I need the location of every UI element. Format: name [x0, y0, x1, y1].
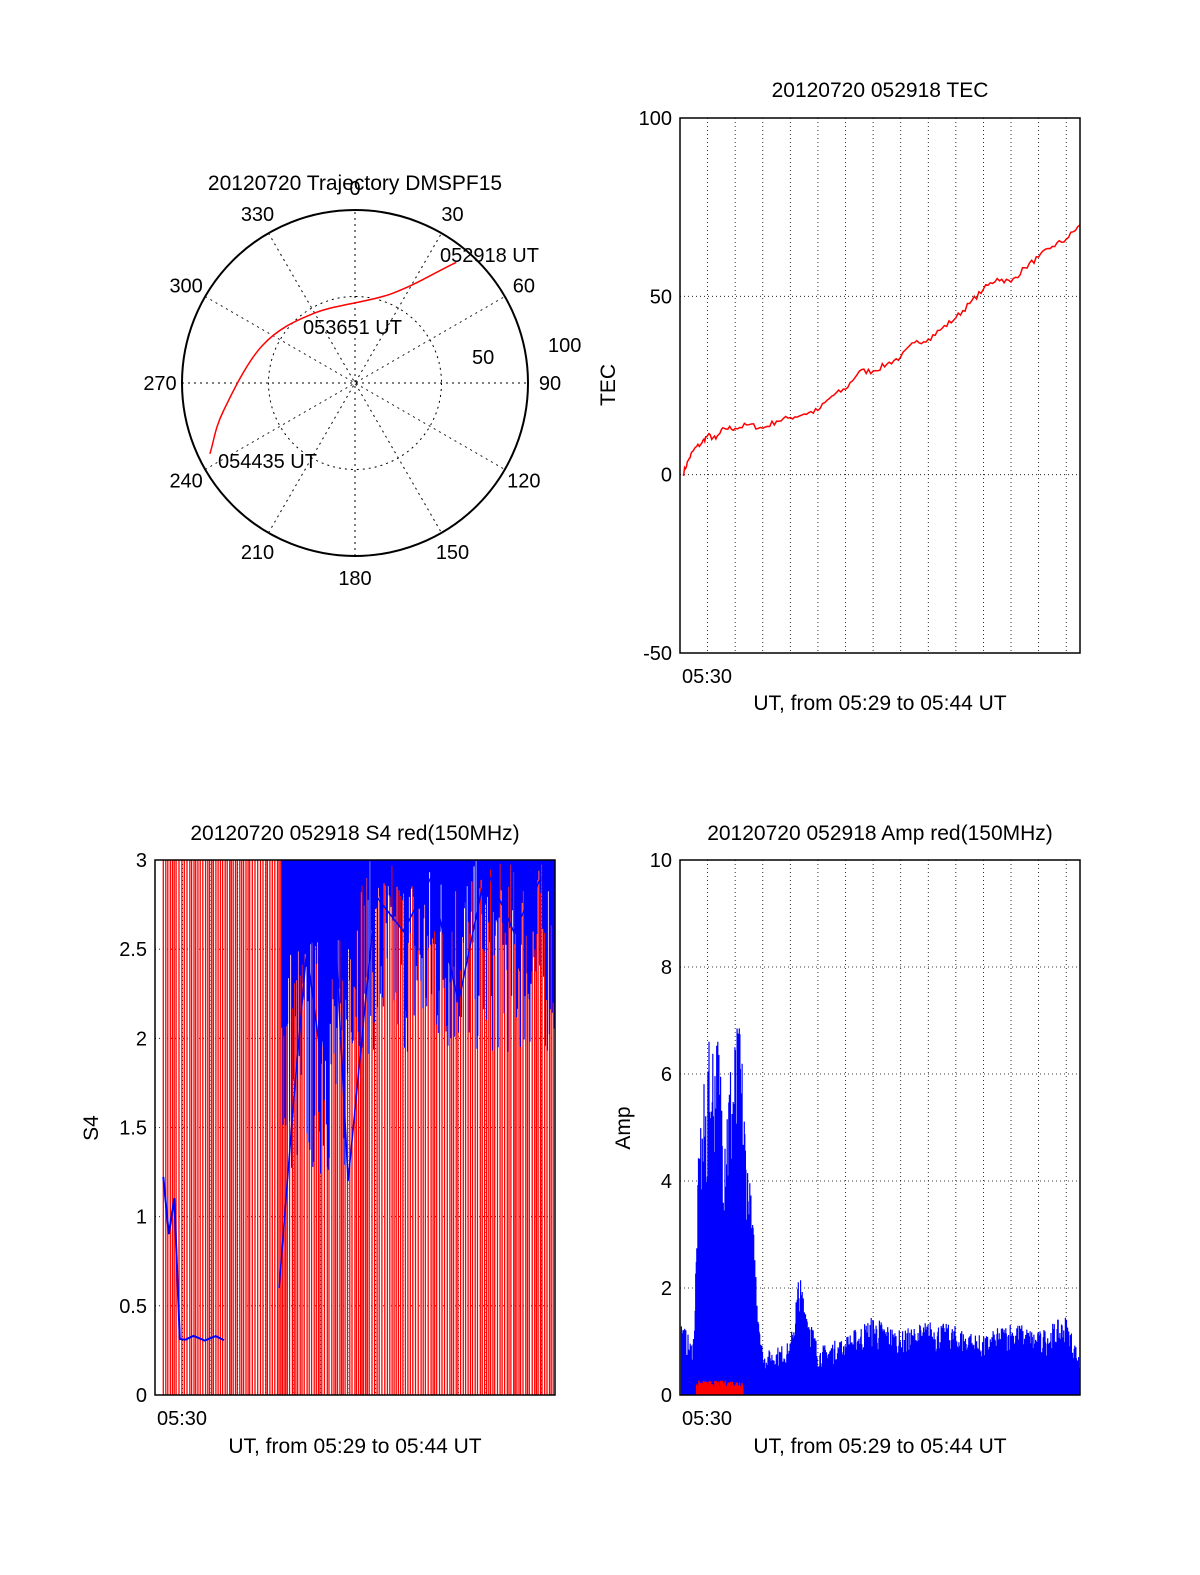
polar-angle-label: 30 — [441, 204, 463, 226]
s4-series-red — [162, 860, 554, 1395]
polar-radial-label-50: 50 — [472, 347, 494, 369]
amp-series-blue — [680, 1028, 1081, 1395]
trajectory-title: 20120720 Trajectory DMSPF15 — [208, 172, 502, 195]
s4-y-tick-label: 2.5 — [119, 939, 147, 961]
polar-angle-labels: 0 30 60 90 120 150 180 210 240 270 300 330 — [143, 178, 561, 590]
amp-y-axis-label: Amp — [612, 1106, 635, 1149]
polar-angle-label: 120 — [507, 471, 540, 493]
polar-angle-label: 150 — [436, 542, 469, 564]
amp-panel: 20120720 052918 Amp red(150MHz) 0246810 … — [612, 822, 1081, 1458]
s4-y-tick-label: 0 — [136, 1385, 147, 1407]
amp-title: 20120720 052918 Amp red(150MHz) — [707, 822, 1053, 845]
polar-spoke — [268, 232, 442, 534]
amp-x-axis-label: UT, from 05:29 to 05:44 UT — [753, 1435, 1006, 1458]
s4-y-tick-label: 3 — [136, 850, 147, 872]
amp-blue-trace — [680, 1028, 1081, 1395]
trajectory-panel: 20120720 Trajectory DMSPF15 0 30 60 90 120 15… — [143, 172, 581, 590]
polar-angle-label: 210 — [241, 542, 274, 564]
s4-y-tick-label: 0.5 — [119, 1296, 147, 1318]
amp-x-tick-label: 05:30 — [682, 1408, 732, 1430]
polar-angle-label: 330 — [241, 204, 274, 226]
polar-angle-label: 60 — [513, 276, 535, 298]
s4-red-spikes — [162, 860, 554, 1395]
s4-series-blue — [162, 860, 555, 1342]
amp-y-tick-label: 4 — [661, 1171, 672, 1193]
tec-x-axis-label: UT, from 05:29 to 05:44 UT — [753, 692, 1006, 715]
polar-angle-label: 270 — [143, 373, 176, 395]
tec-panel: 20120720 052918 TEC -50 0 50 100 05:30 UT, … — [597, 79, 1081, 715]
amp-red-trace — [696, 1380, 744, 1395]
polar-spoke — [204, 296, 506, 470]
trajectory-track — [209, 261, 457, 455]
amp-y-tick-label: 0 — [661, 1385, 672, 1407]
amp-y-ticks: 0 2 4 6 8 10 — [650, 850, 672, 1407]
amp-y-tick-label: 6 — [661, 1064, 672, 1086]
tec-y-ticks: -50 0 50 100 — [639, 108, 672, 665]
polar-spoke — [268, 232, 442, 534]
s4-title: 20120720 052918 S4 red(150MHz) — [190, 822, 519, 845]
tec-y-axis-label: TEC — [597, 364, 620, 406]
amp-y-tick-label: 10 — [650, 850, 672, 872]
tec-title: 20120720 052918 TEC — [772, 79, 989, 102]
polar-angle-label: 180 — [338, 568, 371, 590]
amp-grid — [680, 860, 1080, 1395]
s4-plot-frame — [154, 859, 556, 1396]
amp-y-tick-label: 2 — [661, 1278, 672, 1300]
polar-radial-label-100: 100 — [548, 335, 581, 357]
s4-x-axis-label: UT, from 05:29 to 05:44 UT — [228, 1435, 481, 1458]
trajectory-mid-annotation: 053651 UT — [303, 317, 402, 339]
polar-spoke — [204, 296, 506, 470]
tec-y-tick-label: 0 — [661, 465, 672, 487]
tec-series-red — [682, 224, 1081, 477]
s4-panel: 20120720 052918 S4 red(150MHz) 0 0.5 1 1.5 2… — [80, 822, 556, 1458]
amp-y-tick-label: 8 — [661, 957, 672, 979]
tec-y-tick-label: -50 — [643, 643, 672, 665]
polar-outer-circle — [181, 209, 529, 557]
s4-y-ticks: 0 0.5 1 1.5 2 2.5 3 — [119, 850, 147, 1407]
trajectory-end-annotation: 054435 UT — [218, 451, 317, 473]
tec-plot-frame — [679, 117, 1081, 654]
tec-y-tick-label: 50 — [650, 286, 672, 308]
s4-blue-band — [281, 860, 555, 1174]
s4-y-axis-label: S4 — [80, 1115, 103, 1141]
s4-y-tick-label: 1 — [136, 1207, 147, 1229]
s4-blue-early-segment — [162, 1176, 225, 1342]
polar-angle-label: 90 — [539, 373, 561, 395]
amp-plot-frame — [679, 859, 1081, 1396]
s4-y-tick-label: 1.5 — [119, 1118, 147, 1140]
polar-angle-label: 0 — [349, 178, 360, 200]
tec-x-tick-label: 05:30 — [682, 666, 732, 688]
polar-grid — [182, 210, 528, 556]
s4-y-tick-label: 2 — [136, 1028, 147, 1050]
polar-angle-label: 300 — [169, 276, 202, 298]
amp-series-red — [696, 1380, 744, 1395]
s4-x-tick-label: 05:30 — [157, 1408, 207, 1430]
tec-y-tick-label: 100 — [639, 108, 672, 130]
polar-angle-label: 240 — [169, 471, 202, 493]
trajectory-start-annotation: 052918 UT — [440, 245, 539, 267]
tec-grid — [680, 118, 1080, 653]
